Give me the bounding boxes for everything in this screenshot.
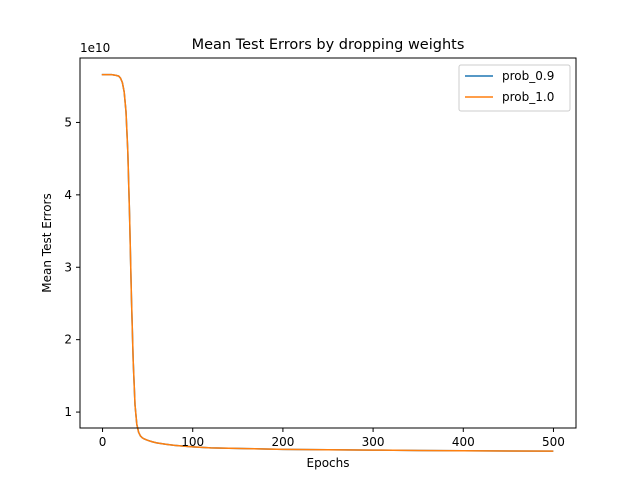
x-axis-label: Epochs xyxy=(307,456,350,470)
x-tick-label: 100 xyxy=(181,435,204,449)
legend-label-prob-0-9: prob_0.9 xyxy=(502,69,554,83)
plot-area xyxy=(80,58,576,428)
y-axis-label: Mean Test Errors xyxy=(40,193,54,292)
y-tick-label: 1 xyxy=(64,405,72,419)
chart-title: Mean Test Errors by dropping weights xyxy=(192,37,465,53)
y-tick-label: 4 xyxy=(64,188,72,202)
plot-frame xyxy=(79,57,577,429)
y-tick-label: 2 xyxy=(64,333,72,347)
x-axis-ticks: 0 100 200 300 400 500 xyxy=(99,428,565,449)
y-tick-label: 3 xyxy=(64,260,72,274)
y-axis-offset-text: 1e10 xyxy=(80,41,110,55)
legend: prob_0.9 prob_1.0 xyxy=(458,64,571,112)
y-tick-label: 5 xyxy=(64,115,72,129)
y-axis-ticks: 1 2 3 4 5 xyxy=(64,115,80,419)
x-tick-label: 300 xyxy=(362,435,385,449)
x-tick-label: 0 xyxy=(99,435,107,449)
x-tick-label: 200 xyxy=(271,435,294,449)
series-layer xyxy=(101,73,554,452)
x-tick-label: 400 xyxy=(452,435,475,449)
x-tick-label: 500 xyxy=(542,435,565,449)
series-line-prob-1-0 xyxy=(101,73,554,452)
legend-label-prob-1-0: prob_1.0 xyxy=(502,90,554,104)
